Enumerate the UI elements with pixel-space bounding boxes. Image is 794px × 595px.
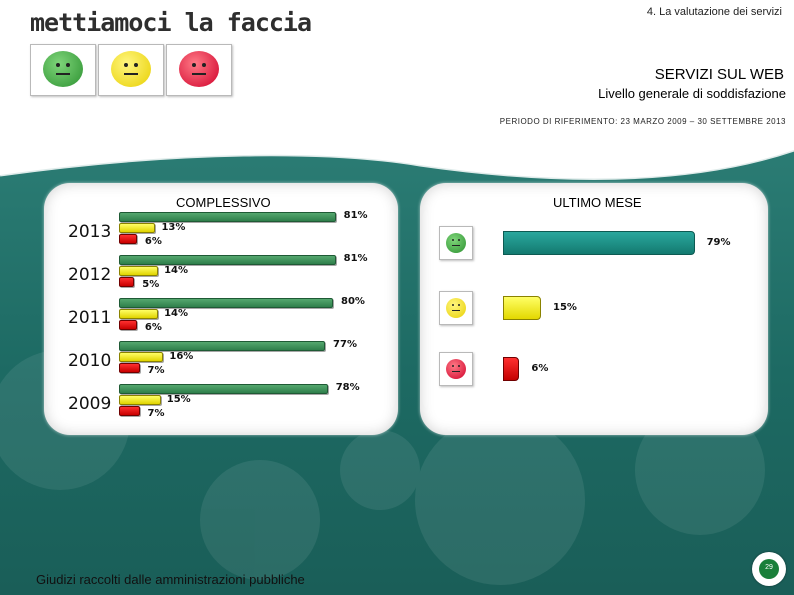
year-label: 2009 (68, 394, 112, 414)
neutral-face-icon (446, 298, 466, 318)
neutral-tile (98, 44, 164, 96)
positive-value-label: 80% (341, 296, 365, 307)
neutral-bar (119, 309, 159, 319)
neutral-face-icon (111, 51, 151, 87)
footer-text: Giudizi raccolti dalle amministrazioni p… (36, 572, 305, 587)
sad-face-icon (446, 359, 466, 379)
positive-value-label: 81% (343, 253, 368, 264)
positive-bar (119, 212, 336, 222)
neutral-value-label: 15% (166, 394, 191, 405)
logo: mettiamoci la faccia (30, 8, 312, 37)
happy-face-icon (43, 51, 83, 87)
happy-tile (30, 44, 96, 96)
last-month-panel (420, 183, 768, 435)
negative-value-label: 7% (147, 408, 165, 419)
negative-bar (119, 406, 140, 416)
negative-bar (119, 234, 137, 244)
negative-value-label: 5% (142, 279, 160, 290)
section-label: 4. La valutazione dei servizi (646, 6, 782, 18)
negative-bar (119, 363, 140, 373)
positive-bar (119, 255, 336, 265)
negative-value-label: 6% (144, 322, 162, 333)
year-label: 2011 (68, 308, 112, 328)
last-month-value-label: 15% (553, 302, 577, 313)
last-month-bar (503, 357, 520, 381)
last-month-value-label: 79% (706, 237, 731, 248)
positive-value-label: 81% (343, 210, 368, 221)
next-page-button[interactable]: 29 (752, 552, 786, 586)
negative-value-label: 7% (147, 365, 165, 376)
neutral-bar (119, 352, 164, 362)
sad-tile (166, 44, 232, 96)
page-title: SERVIZI SUL WEB (654, 66, 784, 83)
year-label: 2010 (68, 351, 112, 371)
overall-title: COMPLESSIVO (176, 195, 271, 210)
negative-bar (119, 320, 137, 330)
neutral-bar (119, 395, 161, 405)
positive-bar (119, 384, 328, 394)
happy-face-legend (439, 226, 473, 260)
happy-face-icon (446, 233, 466, 253)
negative-value-label: 6% (144, 236, 162, 247)
neutral-value-label: 16% (169, 351, 194, 362)
neutral-value-label: 13% (161, 222, 186, 233)
last-month-bar (503, 231, 695, 255)
sad-face-icon (179, 51, 219, 87)
year-label: 2013 (68, 222, 112, 242)
last-month-title: ULTIMO MESE (553, 195, 642, 210)
neutral-value-label: 14% (164, 308, 189, 319)
next-arrow-icon (759, 559, 779, 579)
logo-text: mettiamoci la faccia (30, 8, 312, 37)
last-month-value-label: 6% (531, 363, 549, 374)
positive-bar (119, 298, 333, 308)
period-label: PERIODO DI RIFERIMENTO: 23 MARZO 2009 – … (499, 117, 786, 126)
year-label: 2012 (68, 265, 112, 285)
last-month-bar (503, 296, 541, 320)
page-subtitle: Livello generale di soddisfazione (598, 86, 786, 101)
neutral-bar (119, 266, 159, 276)
sad-face-legend (439, 352, 473, 386)
page-number: 29 (765, 564, 773, 571)
neutral-value-label: 14% (164, 265, 189, 276)
positive-value-label: 77% (333, 339, 357, 350)
positive-value-label: 78% (335, 382, 360, 393)
neutral-face-legend (439, 291, 473, 325)
neutral-bar (119, 223, 156, 233)
positive-bar (119, 341, 326, 351)
negative-bar (119, 277, 135, 287)
